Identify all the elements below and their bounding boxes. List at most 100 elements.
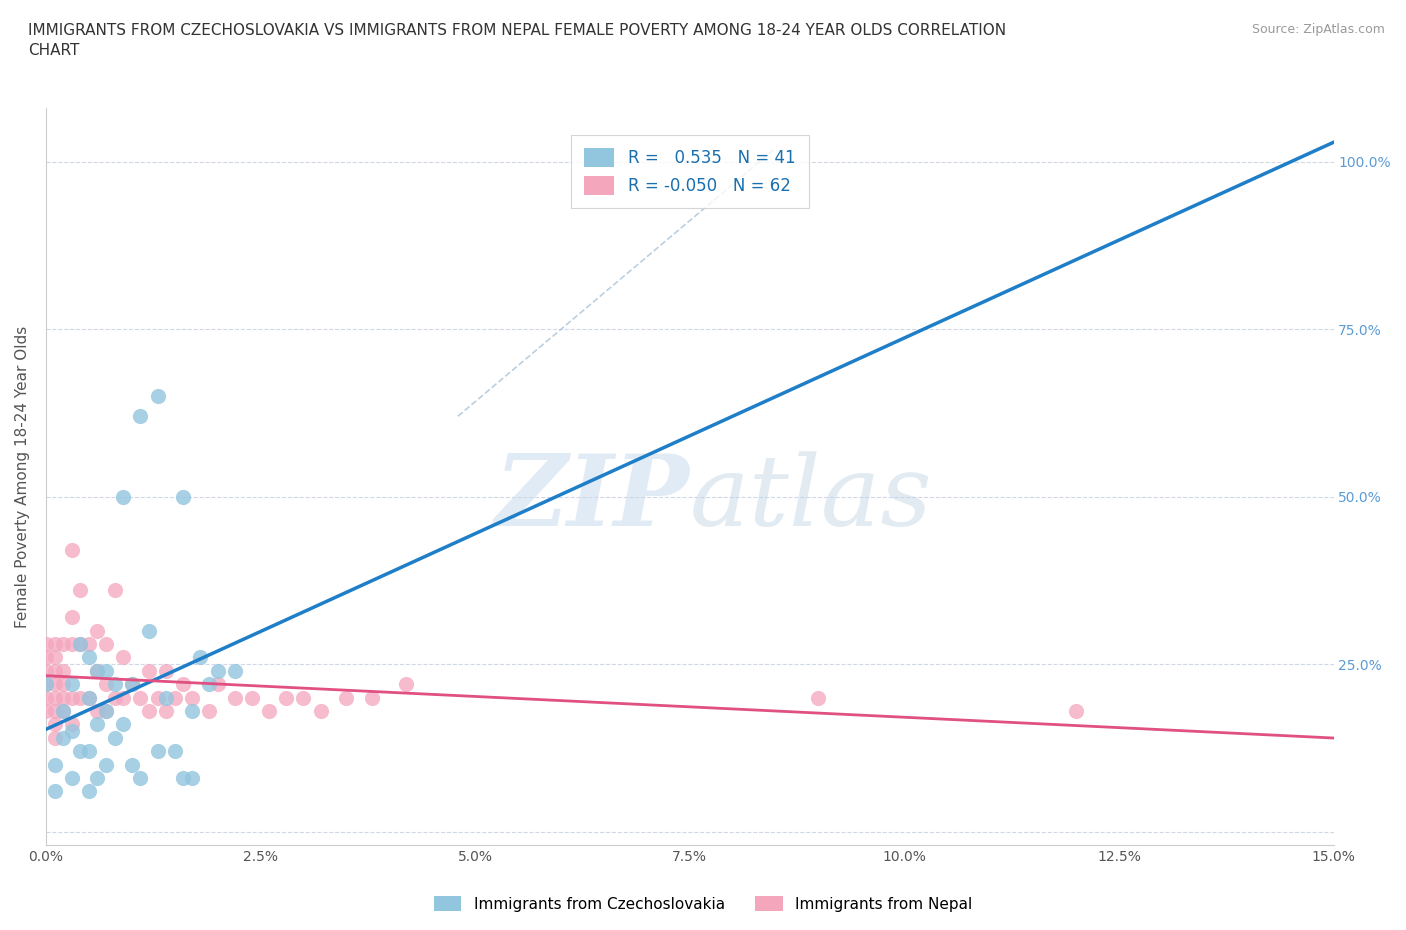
Point <box>180 690 202 705</box>
Point <box>77 636 100 651</box>
Point <box>104 690 127 705</box>
Point <box>146 389 169 404</box>
Point <box>77 744 100 759</box>
Text: IMMIGRANTS FROM CZECHOSLOVAKIA VS IMMIGRANTS FROM NEPAL FEMALE POVERTY AMONG 18-: IMMIGRANTS FROM CZECHOSLOVAKIA VS IMMIGR… <box>28 23 1007 58</box>
Point <box>224 663 246 678</box>
Text: ZIP: ZIP <box>495 450 690 547</box>
Point <box>52 677 75 692</box>
Point <box>224 690 246 705</box>
Point <box>94 677 117 692</box>
Point <box>309 704 332 719</box>
Point <box>77 690 100 705</box>
Point <box>86 704 108 719</box>
Point <box>155 663 177 678</box>
Point <box>129 409 152 424</box>
Point <box>112 489 135 504</box>
Point <box>44 650 66 665</box>
Point <box>104 583 127 598</box>
Point <box>121 677 143 692</box>
Point <box>121 677 143 692</box>
Text: Source: ZipAtlas.com: Source: ZipAtlas.com <box>1251 23 1385 36</box>
Point <box>44 757 66 772</box>
Legend: Immigrants from Czechoslovakia, Immigrants from Nepal: Immigrants from Czechoslovakia, Immigran… <box>427 889 979 918</box>
Point <box>52 730 75 745</box>
Point <box>60 771 83 786</box>
Point <box>240 690 263 705</box>
Point <box>138 663 160 678</box>
Point <box>60 677 83 692</box>
Point <box>52 663 75 678</box>
Point <box>112 650 135 665</box>
Point <box>69 636 91 651</box>
Point <box>172 771 194 786</box>
Point <box>112 717 135 732</box>
Point <box>94 663 117 678</box>
Point <box>112 690 135 705</box>
Point <box>35 663 58 678</box>
Point <box>35 677 58 692</box>
Point <box>60 690 83 705</box>
Point <box>35 677 58 692</box>
Point <box>292 690 315 705</box>
Point <box>129 690 152 705</box>
Point <box>257 704 280 719</box>
Point <box>52 704 75 719</box>
Point <box>198 704 221 719</box>
Legend: R =   0.535   N = 41, R = -0.050   N = 62: R = 0.535 N = 41, R = -0.050 N = 62 <box>571 135 808 208</box>
Point <box>35 636 58 651</box>
Point <box>121 757 143 772</box>
Point <box>138 623 160 638</box>
Point <box>77 650 100 665</box>
Point <box>807 690 830 705</box>
Point <box>138 704 160 719</box>
Point <box>77 784 100 799</box>
Point <box>86 663 108 678</box>
Point <box>361 690 384 705</box>
Y-axis label: Female Poverty Among 18-24 Year Olds: Female Poverty Among 18-24 Year Olds <box>15 326 30 628</box>
Point <box>60 636 83 651</box>
Point <box>35 650 58 665</box>
Point <box>155 690 177 705</box>
Point <box>44 663 66 678</box>
Point <box>60 717 83 732</box>
Point <box>276 690 298 705</box>
Point <box>94 757 117 772</box>
Point <box>94 704 117 719</box>
Point <box>207 663 229 678</box>
Point <box>180 704 202 719</box>
Point <box>44 717 66 732</box>
Point <box>44 690 66 705</box>
Point <box>86 663 108 678</box>
Point <box>86 771 108 786</box>
Point <box>163 744 186 759</box>
Point <box>52 704 75 719</box>
Point <box>94 704 117 719</box>
Point <box>44 704 66 719</box>
Point <box>44 677 66 692</box>
Point <box>180 771 202 786</box>
Point <box>69 636 91 651</box>
Point <box>35 690 58 705</box>
Point <box>155 704 177 719</box>
Point <box>190 650 212 665</box>
Point <box>86 717 108 732</box>
Point <box>69 744 91 759</box>
Text: atlas: atlas <box>690 451 932 546</box>
Point <box>77 690 100 705</box>
Point <box>44 730 66 745</box>
Point <box>52 690 75 705</box>
Point <box>52 636 75 651</box>
Point <box>198 677 221 692</box>
Point <box>129 771 152 786</box>
Point <box>44 636 66 651</box>
Point <box>146 744 169 759</box>
Point <box>104 730 127 745</box>
Point <box>1064 704 1087 719</box>
Point <box>69 583 91 598</box>
Point <box>395 677 418 692</box>
Point <box>146 690 169 705</box>
Point <box>60 724 83 738</box>
Point <box>163 690 186 705</box>
Point <box>44 784 66 799</box>
Point <box>60 543 83 558</box>
